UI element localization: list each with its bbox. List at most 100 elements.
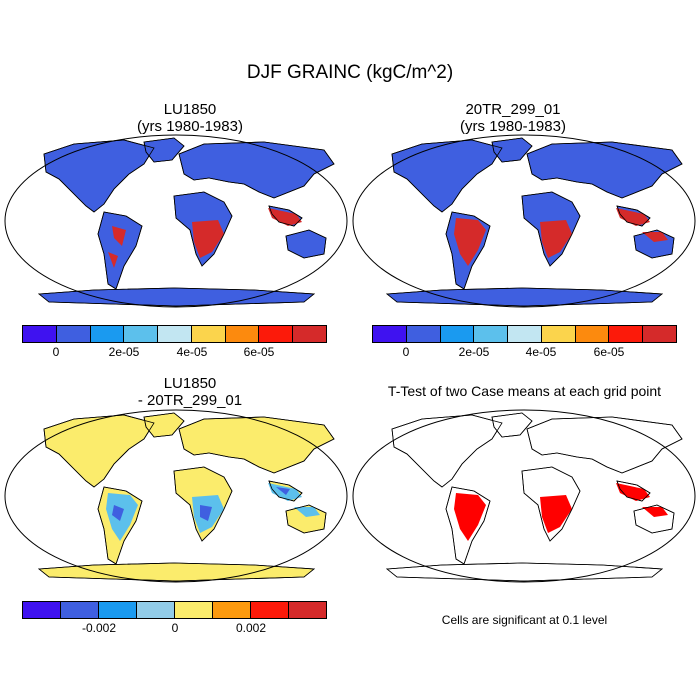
grain-high-region [112,226,126,246]
significant-region [454,493,486,541]
cbar-tick: 2e-05 [108,345,140,359]
coastline-northAmerica [391,139,503,213]
land-group [37,412,335,582]
coastline-northAmerica [43,139,155,213]
colorbar-segment [643,326,677,342]
colorbar-top-right [372,325,677,343]
cbar-tick: 2e-05 [458,345,490,359]
colorbar-segment [90,326,125,342]
colorbar-top-left [22,325,327,343]
land-group [385,137,683,307]
continent-northAmerica [391,414,503,488]
coastline-greenland [143,137,185,163]
continent-northAmerica [391,139,503,213]
continent-eurasia [178,416,335,474]
colorbar-segment [406,326,441,342]
coastline-eurasia [178,141,335,199]
map-panel-difference [4,409,348,583]
map-panel-lu1850 [4,134,348,308]
continent-eurasia [526,141,683,199]
colorbar-segment [508,326,542,342]
map-border [352,134,696,308]
colorbar-segment [225,326,260,342]
coastline-seAsia [268,480,303,502]
coastline-antarctica [37,287,316,307]
coastline-africa [521,191,581,267]
colorbar-segment [609,326,644,342]
map-border [352,409,696,583]
panel3-title-line2: - 20TR_299_01 [137,392,243,409]
colorbar-diff [22,601,327,619]
panel1-title: LU1850 (yrs 1980-1983) [40,101,340,135]
colorbar-segment [61,602,99,618]
colorbar-segment [474,326,509,342]
colorbar-segment [175,602,213,618]
coastline-southAmerica [97,211,143,290]
coastline-australia [285,229,327,259]
colorbar-segment [259,326,294,342]
coastline-seAsia [616,480,651,502]
significance-note: Cells are significant at 0.1 level [441,613,608,627]
panel3-title-line1: LU1850 [163,375,217,392]
coastline-southAmerica [97,486,143,565]
map-border [4,409,348,583]
cbar-tick: 0 [402,345,410,359]
diff-low-region [294,507,320,517]
colorbar-segment [251,602,289,618]
map-border [4,134,348,308]
colorbar-segment [99,602,137,618]
cbar-tick: 6e-05 [243,345,275,359]
cbar-tick: 4e-05 [525,345,557,359]
colorbar-segment [191,326,226,342]
significant-region [642,507,668,517]
colorbar-segment [373,326,407,342]
diff-low-region [200,505,212,521]
coastline-africa [173,191,233,267]
coastline-antarctica [385,562,664,582]
coastline-eurasia [178,416,335,474]
coastline-africa [521,466,581,542]
coastline-northAmerica [391,414,503,488]
continent-northAmerica [43,139,155,213]
panel2-title: 20TR_299_01 (yrs 1980-1983) [363,101,663,135]
cbar-tick: 0 [52,345,60,359]
map-panel-ttest [352,409,696,583]
panel2-title-line2: (yrs 1980-1983) [460,118,566,135]
grain-high-region [192,220,224,258]
continent-eurasia [526,416,683,474]
coastline-eurasia [526,416,683,474]
cbar-tick: 0.002 [235,621,267,635]
panel1-title-line2: (yrs 1980-1983) [137,118,243,135]
coastline-greenland [491,137,533,163]
coastline-southAmerica [445,486,491,565]
coastline-eurasia [526,141,683,199]
panel4-title-line1: T-Test of two Case means at each grid po… [387,383,662,399]
land-group [385,412,683,582]
cbar-tick: 6e-05 [593,345,625,359]
diff-low-region [276,487,290,495]
colorbar-segment [124,326,159,342]
coastline-seAsia [616,205,651,227]
continent-eurasia [178,141,335,199]
colorbar-segment [23,326,57,342]
colorbar-segment [213,602,251,618]
cbar-tick: 4e-05 [176,345,208,359]
coastline-southAmerica [445,211,491,290]
coastline-seAsia [268,205,303,227]
panel2-title-line1: 20TR_299_01 [465,101,561,118]
colorbar-segment [541,326,576,342]
grain-high-region [642,232,668,242]
figure-title: DJF GRAINC (kgC/m^2) [246,62,454,83]
coastline-northAmerica [43,414,155,488]
grain-high-region [108,252,118,268]
coastline-australia [633,504,675,534]
colorbar-segment [293,326,327,342]
grain-high-region [268,208,302,226]
colorbar-segment [158,326,192,342]
coastline-greenland [491,412,533,438]
coastline-greenland [143,412,185,438]
coastline-australia [285,504,327,534]
land-group [37,137,335,307]
colorbar-segment [56,326,91,342]
colorbar-segment [440,326,475,342]
